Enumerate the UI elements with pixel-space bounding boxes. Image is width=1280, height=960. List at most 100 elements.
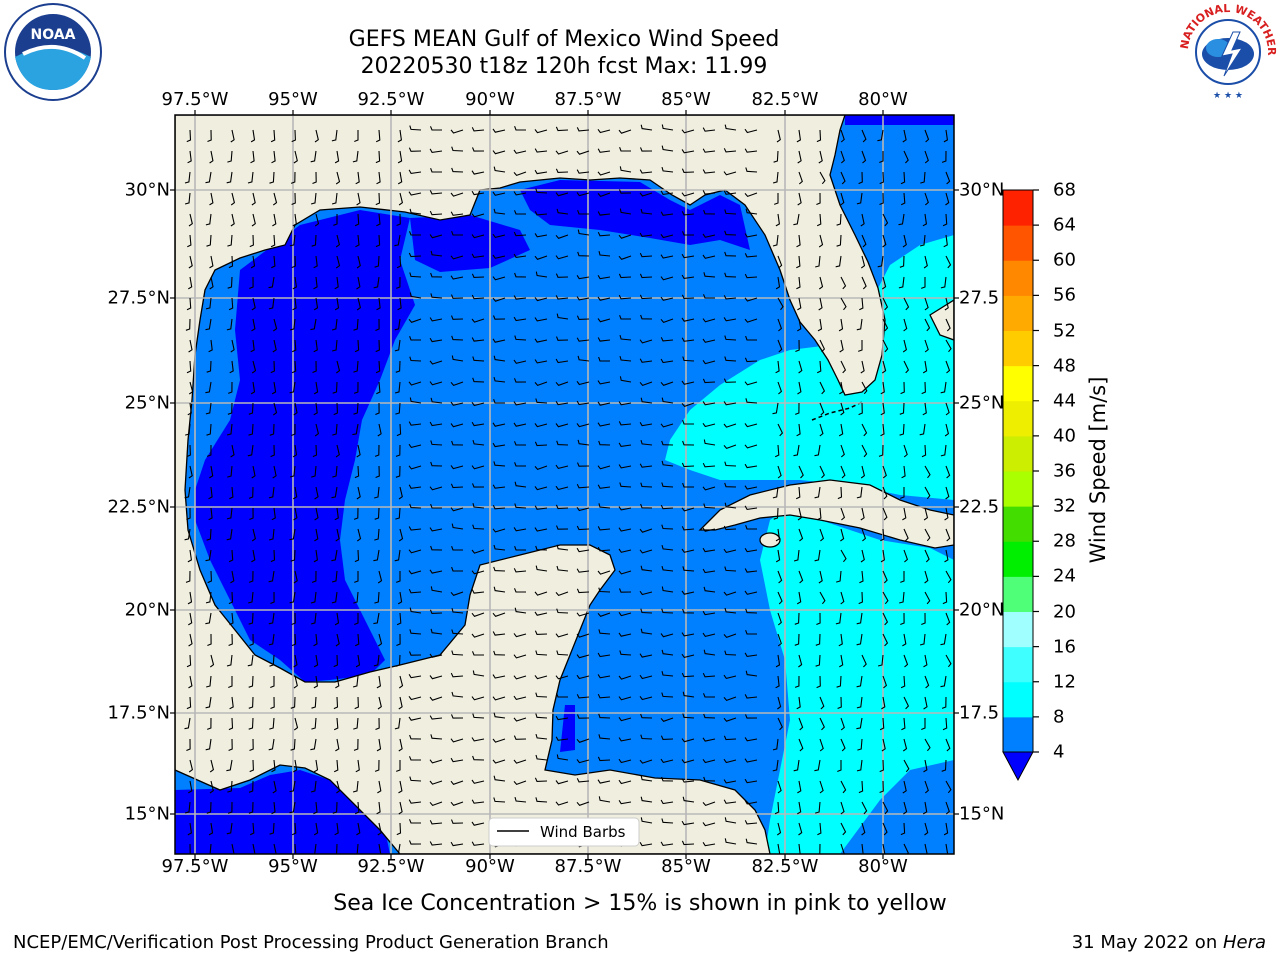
wind-barb xyxy=(618,464,632,469)
wind-barb xyxy=(514,126,526,131)
wind-barb xyxy=(408,526,422,531)
wind-barb xyxy=(230,339,235,353)
wind-barb xyxy=(796,129,801,143)
wind-barb xyxy=(576,315,590,320)
wind-barb xyxy=(724,461,737,467)
wind-barb xyxy=(208,822,214,836)
wind-barb xyxy=(836,234,842,247)
wind-barb xyxy=(576,192,590,197)
wind-barb xyxy=(903,150,909,164)
wind-barb xyxy=(313,297,319,311)
wind-barb xyxy=(555,525,569,530)
wind-barb xyxy=(661,649,674,656)
nws-logo: NATIONAL WEATHER SERVICE ★ ★ ★ xyxy=(1178,2,1278,101)
wind-barb xyxy=(774,193,779,205)
wind-barb xyxy=(639,653,653,658)
wind-barb xyxy=(619,315,632,320)
wind-barb xyxy=(681,274,695,279)
wind-barb xyxy=(920,171,926,184)
wind-barb xyxy=(450,801,464,806)
wind-barb xyxy=(682,482,695,488)
wind-barb xyxy=(513,210,526,215)
wind-barb xyxy=(186,297,192,311)
wind-barb xyxy=(861,801,868,815)
wind-barb xyxy=(745,670,758,677)
wind-barb xyxy=(576,127,590,132)
wind-barb xyxy=(450,211,464,216)
wind-barb xyxy=(899,591,905,604)
wind-barb xyxy=(186,696,192,710)
wind-barb xyxy=(272,402,278,416)
wind-barb xyxy=(430,503,443,509)
wind-barb xyxy=(940,381,947,394)
wind-barb xyxy=(513,231,527,237)
wind-barb xyxy=(839,381,844,395)
wind-barb xyxy=(840,402,845,416)
wind-barb xyxy=(332,339,338,352)
wind-barb xyxy=(924,528,931,542)
wind-barb xyxy=(877,654,884,667)
wind-barb xyxy=(312,171,317,185)
wind-barb xyxy=(310,780,317,793)
wind-barb xyxy=(702,568,716,574)
wind-barb xyxy=(858,171,863,185)
wind-barb xyxy=(450,738,464,743)
wind-barb xyxy=(514,462,526,467)
wind-barb xyxy=(313,255,318,269)
wind-barb xyxy=(430,272,443,278)
wind-barb xyxy=(271,801,276,815)
wind-barb xyxy=(398,738,403,752)
wind-barb xyxy=(375,150,381,164)
wind-barb xyxy=(702,148,716,153)
colorbar-segment xyxy=(1003,506,1033,542)
wind-barb xyxy=(289,801,296,814)
wind-barb xyxy=(618,273,632,279)
wind-barb xyxy=(702,338,716,343)
wind-barb xyxy=(903,360,910,374)
wind-barb xyxy=(248,570,254,583)
wind-barb xyxy=(270,696,275,710)
wind-barb xyxy=(860,465,866,479)
wind-barb xyxy=(356,444,361,458)
wind-barbs xyxy=(184,124,952,854)
wind-barb xyxy=(429,569,443,574)
wind-barb xyxy=(186,738,191,752)
wind-barb xyxy=(798,654,803,668)
wind-barb xyxy=(819,696,825,710)
wind-barb xyxy=(945,528,951,542)
wind-barb xyxy=(188,255,193,269)
wind-barb xyxy=(313,675,318,689)
wind-barb xyxy=(376,801,381,815)
wind-barb xyxy=(660,633,674,638)
wind-barb xyxy=(619,166,632,173)
wind-barb xyxy=(940,444,947,457)
wind-barb xyxy=(856,759,863,772)
wind-barb xyxy=(310,318,317,331)
wind-barb xyxy=(534,148,548,153)
wind-barb xyxy=(269,171,275,184)
wind-barb xyxy=(817,822,822,836)
wind-barb xyxy=(744,485,758,490)
wind-barb xyxy=(451,146,464,152)
wind-barb xyxy=(598,440,611,446)
wind-barb xyxy=(534,211,548,216)
wind-barb xyxy=(777,612,782,626)
wind-barb xyxy=(513,588,526,593)
wind-barb xyxy=(795,402,800,415)
wind-barb xyxy=(248,402,254,415)
wind-barb xyxy=(471,318,485,323)
wind-barb xyxy=(640,608,653,614)
wind-below-4-region-east xyxy=(845,115,954,125)
wind-barb xyxy=(394,234,401,247)
lon-label-bottom: 97.5°W xyxy=(161,856,229,877)
wind-barb xyxy=(777,717,783,731)
wind-barb xyxy=(921,277,926,289)
wind-barb xyxy=(661,608,674,614)
wind-barb xyxy=(209,780,214,794)
wind-barb xyxy=(409,356,422,362)
wind-barb xyxy=(187,822,192,836)
wind-barb xyxy=(377,780,382,794)
wind-barb xyxy=(227,234,233,247)
wind-barb xyxy=(744,694,758,699)
wind-barb xyxy=(429,210,443,216)
